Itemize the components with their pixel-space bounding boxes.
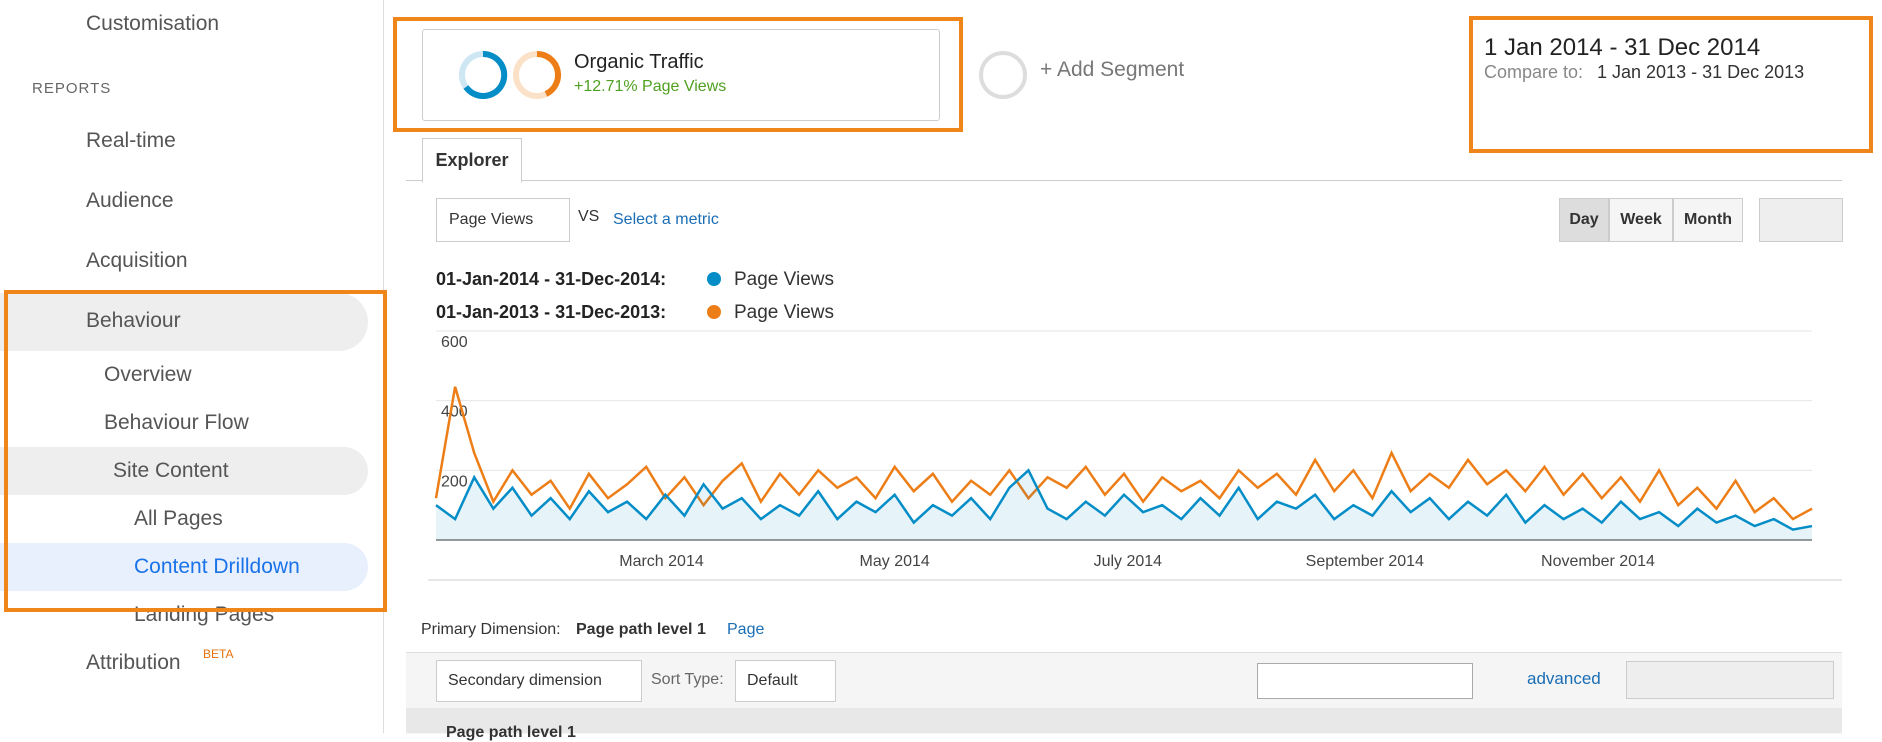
nav-item[interactable]: All Pages xyxy=(134,507,223,530)
nav-item[interactable]: Site Content xyxy=(113,459,229,482)
nav-item[interactable]: Audience xyxy=(86,189,174,212)
period-button[interactable]: Day xyxy=(1559,198,1609,242)
highlight xyxy=(1469,16,1873,153)
highlight xyxy=(4,290,387,612)
select-metric[interactable]: Select a metric xyxy=(613,211,719,228)
period-button[interactable]: Month xyxy=(1673,198,1743,242)
date-range[interactable]: 1 Jan 2014 - 31 Dec 2014 xyxy=(1484,34,1761,61)
segment-card[interactable] xyxy=(422,29,940,121)
active-bg xyxy=(0,447,368,495)
nav-item[interactable]: Acquisition xyxy=(86,249,188,272)
nav-item[interactable]: Customisation xyxy=(86,12,220,35)
legend-name: Page Views xyxy=(734,302,834,323)
vs-label: VS xyxy=(578,208,600,225)
nav-item[interactable]: Content Drilldown xyxy=(134,555,300,578)
dimension-link[interactable]: Page xyxy=(727,621,765,638)
nav-item[interactable]: Overview xyxy=(104,363,192,386)
secondary-dimension[interactable]: Secondary dimension xyxy=(436,660,642,702)
nav-item[interactable]: Attribution xyxy=(86,651,181,674)
table-header xyxy=(406,708,1842,733)
legend-name: Page Views xyxy=(734,269,834,290)
nav-item[interactable]: Real-time xyxy=(86,129,176,152)
active-bg xyxy=(0,293,368,351)
add-segment-icon xyxy=(979,51,1027,99)
period-button[interactable]: Week xyxy=(1609,198,1673,242)
series-line xyxy=(435,468,1813,531)
x-tick-label: March 2014 xyxy=(619,553,704,570)
segment-name: Organic Traffic xyxy=(574,51,704,73)
x-tick-label: May 2014 xyxy=(860,553,930,570)
legend-dot xyxy=(707,272,721,286)
dimension-label: Primary Dimension: xyxy=(421,621,561,638)
legend-dot xyxy=(707,305,721,319)
tab[interactable]: Explorer xyxy=(422,138,522,183)
sort-label: Sort Type: xyxy=(651,671,724,688)
compare-label: Compare to: xyxy=(1484,62,1584,82)
chart-type-buttons[interactable] xyxy=(1759,198,1843,242)
view-buttons[interactable] xyxy=(1626,661,1834,699)
area xyxy=(436,470,1812,540)
beta-badge: BETA xyxy=(203,647,234,661)
advanced-link[interactable]: advanced xyxy=(1527,669,1601,688)
compare-range: 1 Jan 2013 - 31 Dec 2013 xyxy=(1597,62,1805,82)
y-tick-label: 200 xyxy=(441,473,468,490)
segment-icons xyxy=(459,50,562,99)
sort-select[interactable]: Default xyxy=(735,660,836,702)
y-tick-label: 600 xyxy=(441,334,468,351)
legend-range: 01-Jan-2013 - 31-Dec-2013: xyxy=(436,302,667,322)
column-header: Page path level 1 xyxy=(446,724,576,741)
nav-item[interactable]: Behaviour Flow xyxy=(104,411,249,434)
highlight xyxy=(393,17,963,132)
active-bg xyxy=(0,543,368,591)
legend-range: 01-Jan-2014 - 31-Dec-2014: xyxy=(436,269,667,289)
section-label: REPORTS xyxy=(32,80,112,97)
segment-stat: +12.71% Page Views xyxy=(574,78,727,95)
series-line xyxy=(434,386,1813,521)
dimension-active: Page path level 1 xyxy=(576,621,706,638)
x-tick-label: July 2014 xyxy=(1094,553,1163,570)
add-segment[interactable]: + Add Segment xyxy=(1040,58,1185,81)
divider xyxy=(406,180,1842,181)
x-tick-label: November 2014 xyxy=(1541,553,1655,570)
search-box[interactable] xyxy=(1257,663,1473,699)
x-tick-label: September 2014 xyxy=(1306,553,1424,570)
metric-select[interactable]: Page Views xyxy=(436,198,570,242)
nav-item[interactable]: Behaviour xyxy=(86,309,181,332)
